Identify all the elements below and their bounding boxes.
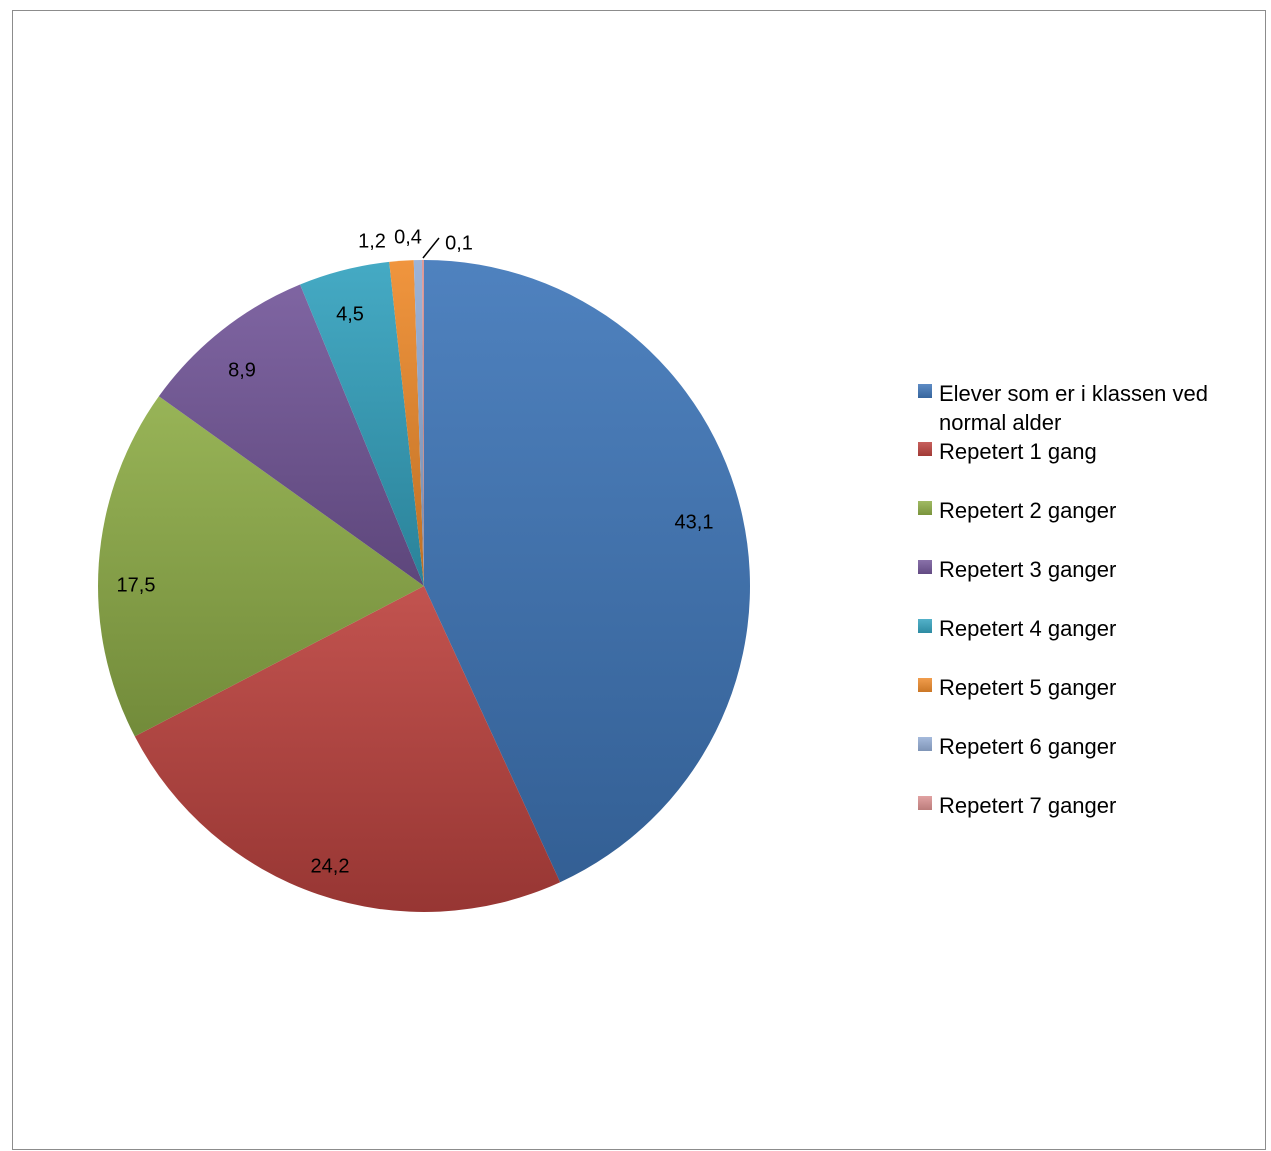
legend-label: Repetert 4 ganger (939, 616, 1117, 641)
legend-item-repetert-6-ganger: Repetert 6 ganger (918, 732, 1209, 761)
data-label-repetert-6-ganger: 0,4 (394, 226, 422, 248)
pie-slice-repetert-1-gang (134, 586, 561, 913)
legend-label: Repetert 5 ganger (939, 675, 1117, 700)
legend-swatch (918, 737, 932, 751)
legend-swatch (918, 796, 932, 810)
pie-slice-elever-som-er-i-klassen-ved-normal-alder (424, 260, 750, 883)
leader-line-repetert-7-ganger (422, 237, 440, 259)
legend-item-repetert-3-ganger: Repetert 3 ganger (918, 555, 1209, 584)
legend-swatch (918, 501, 932, 515)
data-label-repetert-1-gang: 24,2 (311, 855, 350, 877)
data-label-repetert-4-ganger: 4,5 (336, 303, 364, 325)
legend-label: Repetert 7 ganger (939, 793, 1117, 818)
legend-label: Elever som er i klassen ved normal alder (939, 381, 1208, 435)
data-label-repetert-3-ganger: 8,9 (228, 359, 256, 381)
legend-label: Repetert 6 ganger (939, 734, 1117, 759)
pie-chart: 43,1 24,2 17,5 8,9 4,5 1,2 0,4 0,1 (97, 226, 750, 913)
legend-item-repetert-4-ganger: Repetert 4 ganger (918, 614, 1209, 643)
legend-swatch (918, 678, 932, 692)
legend-item-repetert-5-ganger: Repetert 5 ganger (918, 673, 1209, 702)
chart-frame: 43,1 24,2 17,5 8,9 4,5 1,2 0,4 0,1 Elever som e… (12, 10, 1266, 1150)
legend-item-elever-som-er-i-klassen-ved-normal-alder: Elever som er i klassen ved normal alder (918, 379, 1209, 437)
data-label-repetert-2-ganger: 17,5 (117, 574, 156, 596)
pie-slice-repetert-7-ganger (421, 260, 424, 586)
legend-swatch (918, 442, 932, 456)
legend-swatch (918, 560, 932, 574)
legend-swatch (918, 384, 932, 398)
data-label-repetert-7-ganger: 0,1 (445, 232, 473, 254)
pie-slice-repetert-2-ganger (97, 396, 424, 737)
legend-label: Repetert 2 ganger (939, 498, 1117, 523)
legend-item-repetert-2-ganger: Repetert 2 ganger (918, 496, 1209, 525)
data-labels: 43,1 24,2 17,5 8,9 4,5 1,2 0,4 0,1 (117, 226, 714, 877)
leader-lines (422, 237, 440, 259)
pie-slice-repetert-5-ganger (389, 260, 424, 586)
data-label-repetert-5-ganger: 1,2 (358, 230, 386, 252)
pie-slices (97, 260, 750, 913)
data-label-elever-som-er-i-klassen-ved-normal-alder: 43,1 (675, 511, 714, 533)
legend-label: Repetert 1 gang (939, 439, 1097, 464)
pie-slice-repetert-6-ganger (413, 260, 424, 586)
legend-label: Repetert 3 ganger (939, 557, 1117, 582)
legend-swatch (918, 619, 932, 633)
legend-item-repetert-1-gang: Repetert 1 gang (918, 437, 1209, 466)
pie-slice-repetert-3-ganger (158, 284, 425, 586)
legend-item-repetert-7-ganger: Repetert 7 ganger (918, 791, 1209, 820)
pie-slice-repetert-4-ganger (300, 261, 424, 586)
